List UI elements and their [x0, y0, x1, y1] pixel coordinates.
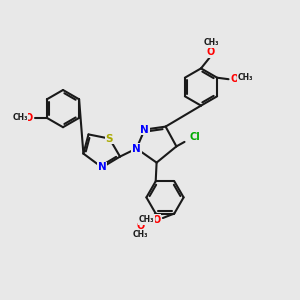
Text: CH₃: CH₃ [12, 113, 28, 122]
Text: Cl: Cl [189, 132, 200, 142]
Text: O: O [207, 47, 215, 57]
Text: O: O [152, 214, 160, 224]
Text: O: O [25, 113, 33, 123]
Text: CH₃: CH₃ [204, 38, 220, 47]
Text: CH₃: CH₃ [133, 230, 148, 239]
Text: S: S [106, 134, 113, 144]
Text: N: N [98, 162, 106, 172]
Text: O: O [136, 221, 145, 231]
Text: N: N [140, 124, 149, 135]
Text: N: N [132, 143, 141, 154]
Text: O: O [230, 74, 238, 84]
Text: CH₃: CH₃ [237, 73, 253, 82]
Text: CH₃: CH₃ [139, 215, 154, 224]
